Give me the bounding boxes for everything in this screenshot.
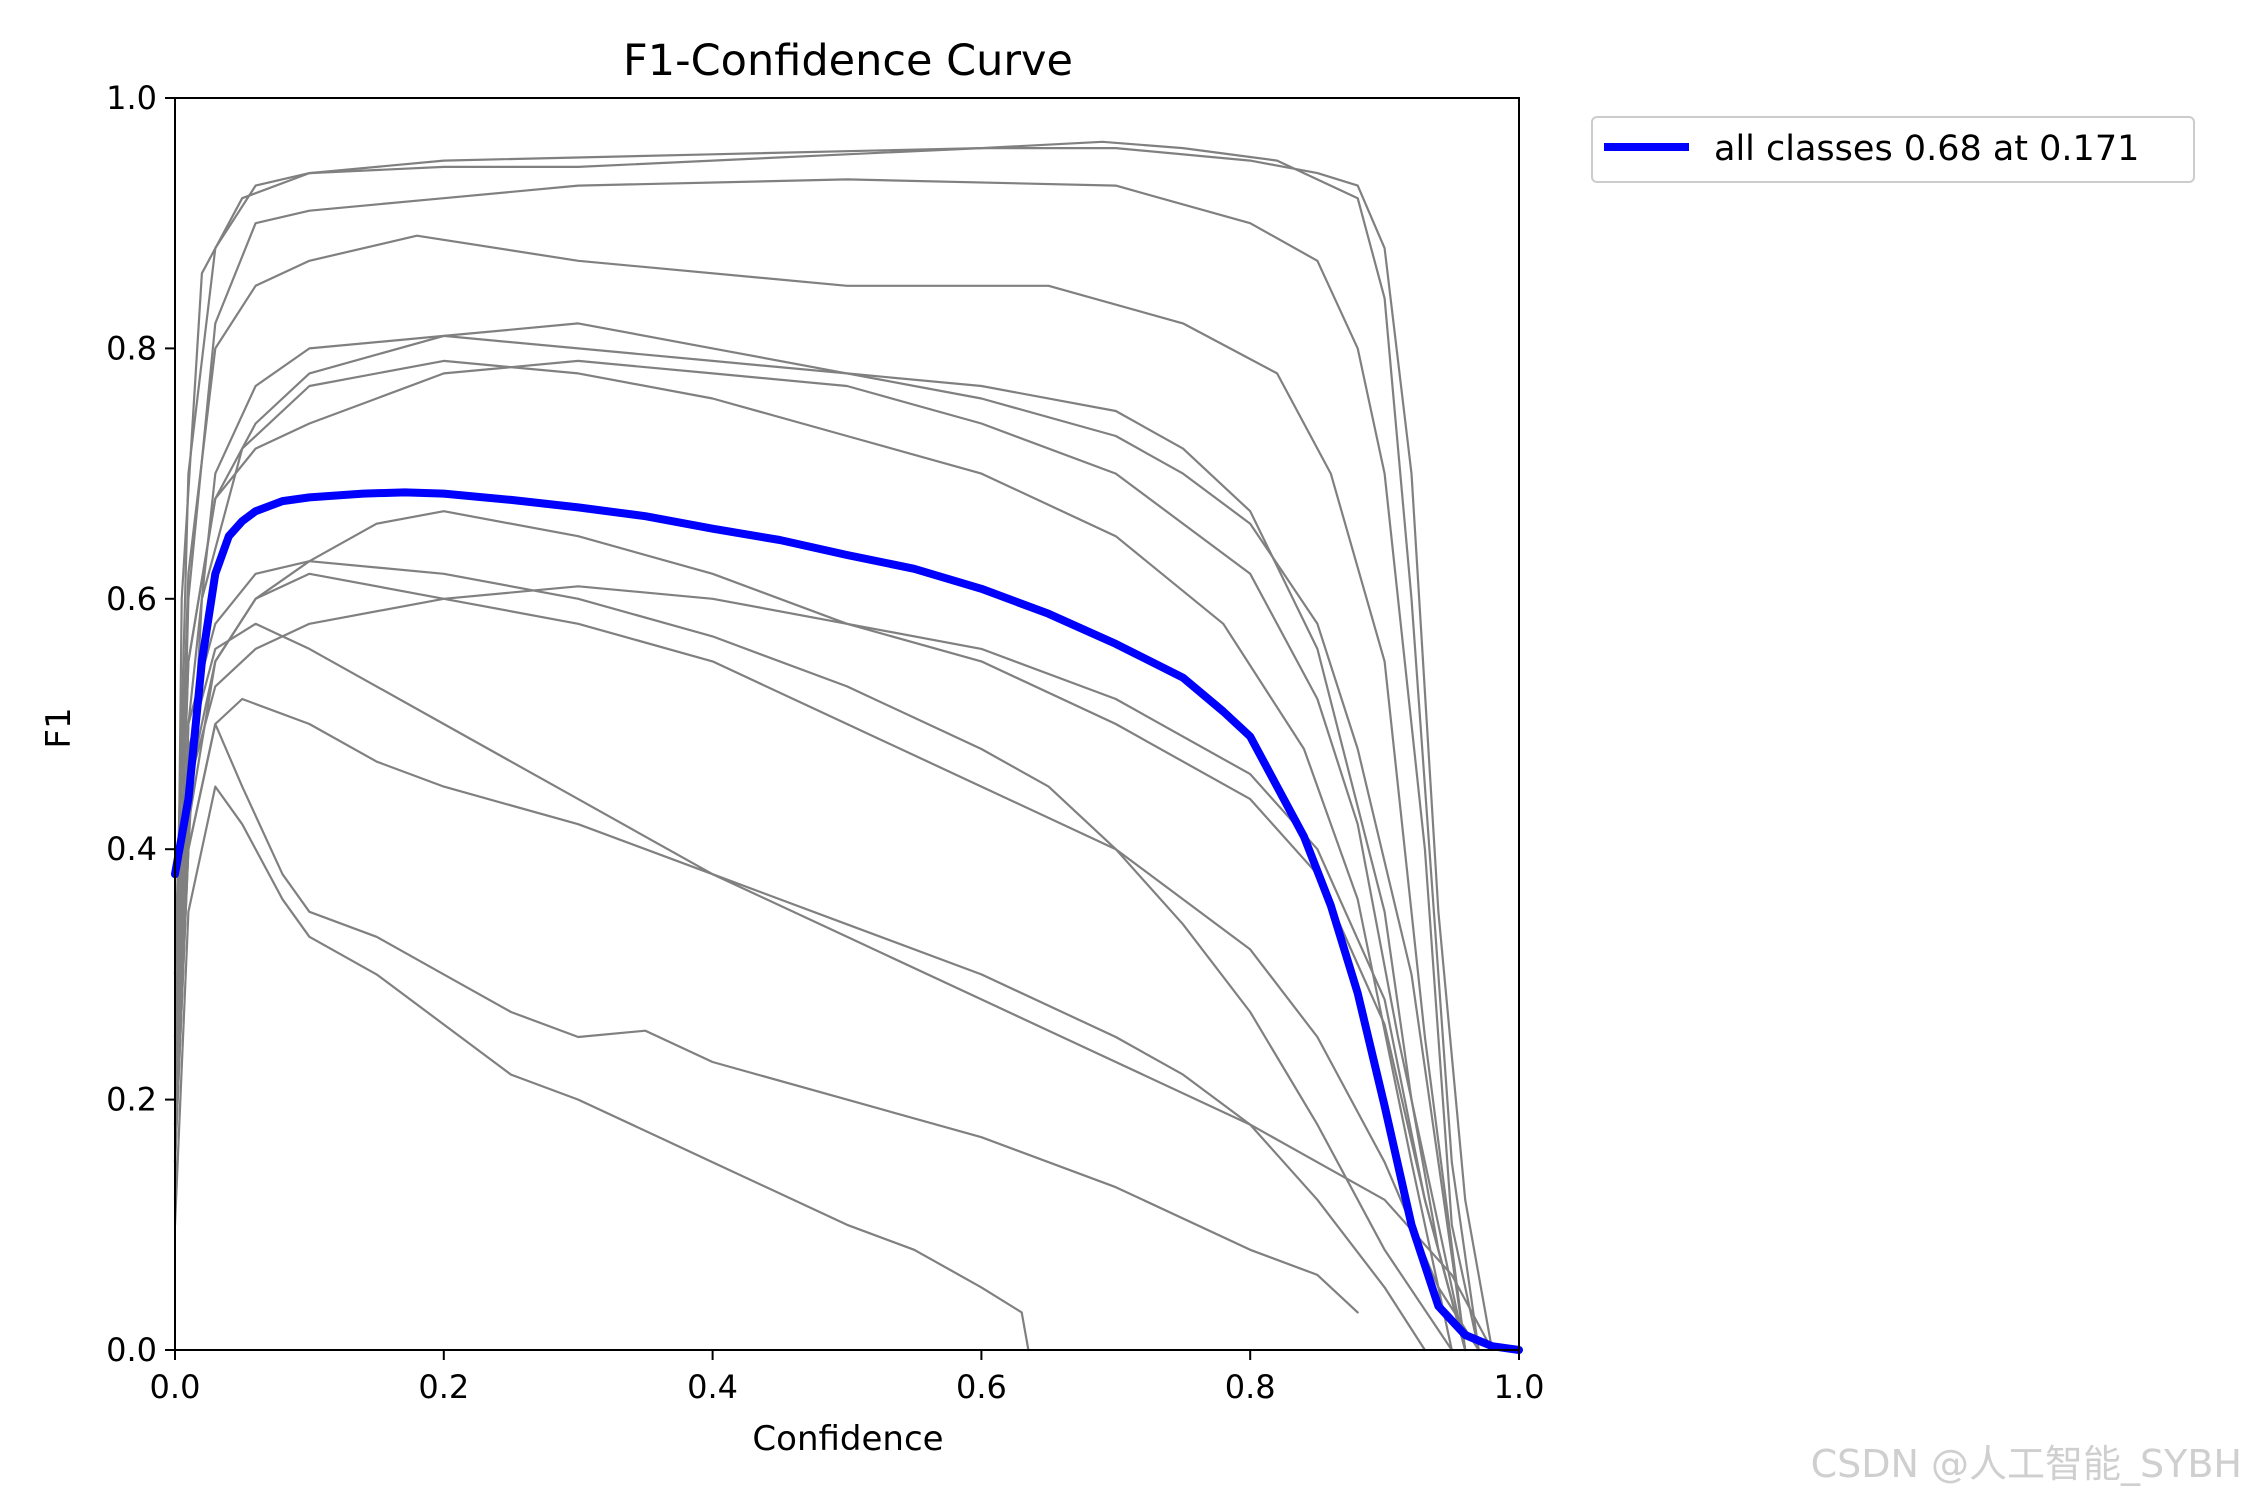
y-tick-label: 0.0 <box>106 1331 157 1369</box>
series-line-class-4 <box>173 234 1467 1352</box>
legend-frame <box>1591 116 2195 183</box>
series-line-class-5 <box>173 334 1467 1352</box>
series-line-class-7 <box>173 359 1453 1352</box>
axes-layer: 0.0 0.2 0.4 0.6 0.8 1.0 0.0 0.2 0.4 0.6 0.8 1.0 <box>106 79 1544 1406</box>
series-line-class-8 <box>173 510 1467 1352</box>
series-line-class-1 <box>173 147 1494 1352</box>
series-line-class-16 <box>173 622 1494 1352</box>
series-line-class-3 <box>173 178 1480 1352</box>
legend: all classes 0.68 at 0.171 <box>1591 116 2195 183</box>
series-line-class-2 <box>173 140 1480 1352</box>
y-tick-label: 0.6 <box>106 580 157 618</box>
x-tick-label: 0.6 <box>956 1368 1007 1406</box>
y-tick-label: 0.2 <box>106 1081 157 1119</box>
y-axis-title: F1 <box>39 707 79 748</box>
series-line-class-9 <box>173 585 1467 1352</box>
x-tick-label: 0.4 <box>687 1368 738 1406</box>
watermark: CSDN @人工智能_SYBH <box>1810 1442 2242 1486</box>
y-tick-label: 0.8 <box>106 329 157 367</box>
x-tick-label: 0.8 <box>1225 1368 1276 1406</box>
curves-layer <box>171 140 1523 1354</box>
x-tick-label: 0.0 <box>150 1368 201 1406</box>
series-line-all-classes <box>171 488 1523 1354</box>
legend-label-all-classes: all classes 0.68 at 0.171 <box>1714 129 2139 169</box>
y-tick-label: 1.0 <box>106 79 157 117</box>
x-tick-label: 0.2 <box>418 1368 469 1406</box>
series-line-class-11 <box>173 722 1359 1314</box>
series-line-class-14 <box>173 359 1467 1352</box>
series-line-class-10 <box>173 697 1426 1352</box>
chart-title: F1-Confidence Curve <box>623 36 1073 86</box>
plot-frame <box>174 97 1520 1351</box>
x-axis-title: Confidence <box>752 1419 943 1459</box>
series-line-class-13 <box>173 560 1453 1352</box>
series-line-class-6 <box>173 322 1467 1352</box>
series-line-class-15 <box>173 572 1480 1352</box>
y-tick-label: 0.4 <box>106 830 157 868</box>
series-line-class-12 <box>173 785 1030 1352</box>
x-tick-label: 1.0 <box>1494 1368 1545 1406</box>
